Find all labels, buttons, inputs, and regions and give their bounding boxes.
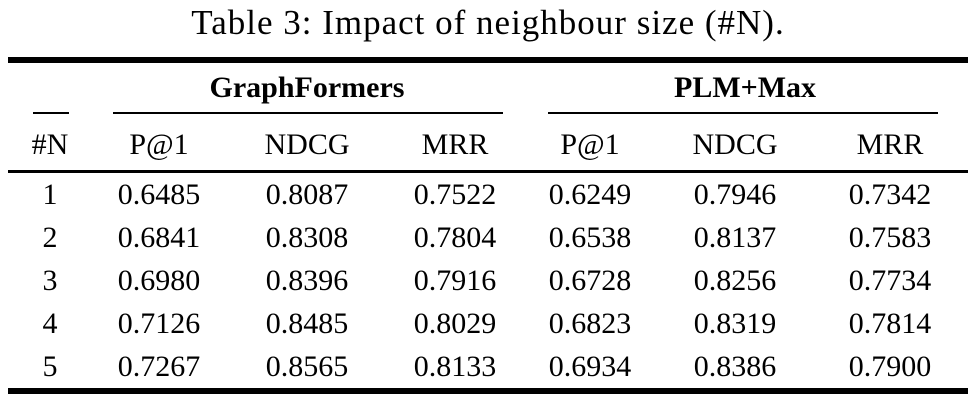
table-cell: 2 bbox=[42, 220, 58, 254]
table-cell: 0.8319 bbox=[693, 306, 777, 340]
table-cell: 0.7267 bbox=[117, 349, 201, 383]
table-cell: 0.8308 bbox=[265, 220, 349, 254]
plm-max-rule bbox=[548, 112, 939, 114]
group-header-graphformers: GraphFormers bbox=[209, 70, 405, 104]
table-caption: Table 3: Impact of neighbour size (#N). bbox=[191, 3, 785, 42]
column-header-row: #N P@1 NDCG MRR P@1 NDCG MRR bbox=[8, 120, 969, 173]
table-cell: 0.8396 bbox=[265, 263, 349, 297]
table-cell: 0.8565 bbox=[265, 349, 349, 383]
table-cell: 0.7814 bbox=[848, 306, 932, 340]
table-cell: 0.7916 bbox=[413, 263, 497, 297]
table-cell: 0.7734 bbox=[848, 263, 932, 297]
table-cell: 4 bbox=[42, 306, 58, 340]
top-rule bbox=[8, 57, 968, 63]
table-cell: 0.6249 bbox=[548, 177, 632, 211]
table-cell: 0.6823 bbox=[548, 306, 632, 340]
table-row: 3 0.6980 0.8396 0.7916 0.6728 0.8256 0.7… bbox=[8, 259, 968, 302]
table-cell: 0.6485 bbox=[117, 177, 201, 211]
table-cell: 5 bbox=[42, 349, 58, 383]
table-cell: 0.8133 bbox=[413, 349, 497, 383]
table-cell: 0.6538 bbox=[548, 220, 632, 254]
bottom-rule bbox=[8, 388, 968, 394]
table-cell: 0.7342 bbox=[848, 177, 932, 211]
table-cell bbox=[8, 112, 92, 120]
table-cell: 0.6934 bbox=[548, 349, 632, 383]
table-cell: 0.8485 bbox=[265, 306, 349, 340]
column-header-mrr-gf: MRR bbox=[388, 120, 523, 173]
table-cell: 0.8087 bbox=[265, 177, 349, 211]
table-cell: 0.8137 bbox=[693, 220, 777, 254]
table-cell: 0.7804 bbox=[413, 220, 497, 254]
column-header-ndcg-gf: NDCG bbox=[226, 120, 388, 173]
table-cell: 0.6728 bbox=[548, 263, 632, 297]
graphformers-rule bbox=[113, 112, 504, 114]
table-cell: 0.6841 bbox=[117, 220, 201, 254]
table-cell: 0.6980 bbox=[117, 263, 201, 297]
table-row: 1 0.6485 0.8087 0.7522 0.6249 0.7946 0.7… bbox=[8, 172, 968, 217]
table-row: 4 0.7126 0.8485 0.8029 0.6823 0.8319 0.7… bbox=[8, 302, 968, 345]
column-header-p1-plm: P@1 bbox=[522, 120, 659, 173]
table-cell: 0.7946 bbox=[693, 177, 777, 211]
table-cell: 0.7522 bbox=[413, 177, 497, 211]
group-header-plm-max: PLM+Max bbox=[674, 70, 817, 104]
table-cell bbox=[92, 112, 522, 120]
column-header-p1-gf: P@1 bbox=[92, 120, 226, 173]
table-cell: 1 bbox=[42, 177, 58, 211]
table-row: 2 0.6841 0.8308 0.7804 0.6538 0.8137 0.7… bbox=[8, 216, 968, 259]
column-header-mrr-plm: MRR bbox=[812, 120, 969, 173]
column-group-rule-row bbox=[8, 112, 968, 120]
group-header-spacer bbox=[8, 63, 92, 112]
table-cell: 0.8029 bbox=[413, 306, 497, 340]
table-cell: 0.7126 bbox=[117, 306, 201, 340]
table-cell: 0.8386 bbox=[693, 349, 777, 383]
table-cell: 0.7583 bbox=[848, 220, 932, 254]
table-cell bbox=[522, 112, 968, 120]
nn-column-rule bbox=[33, 112, 69, 114]
column-header-nn: #N bbox=[8, 120, 92, 173]
table-cell: 3 bbox=[42, 263, 58, 297]
table-cell: 0.8256 bbox=[693, 263, 777, 297]
table-cell: 0.7900 bbox=[848, 349, 932, 383]
column-header-ndcg-plm: NDCG bbox=[658, 120, 813, 173]
group-header-row: GraphFormers PLM+Max bbox=[8, 63, 968, 112]
table-row: 5 0.7267 0.8565 0.8133 0.6934 0.8386 0.7… bbox=[8, 345, 968, 388]
table-wrap: GraphFormers PLM+Max #N P@1 NDCG MRR P@1… bbox=[8, 57, 969, 394]
results-table: GraphFormers PLM+Max #N P@1 NDCG MRR P@1… bbox=[8, 63, 969, 388]
